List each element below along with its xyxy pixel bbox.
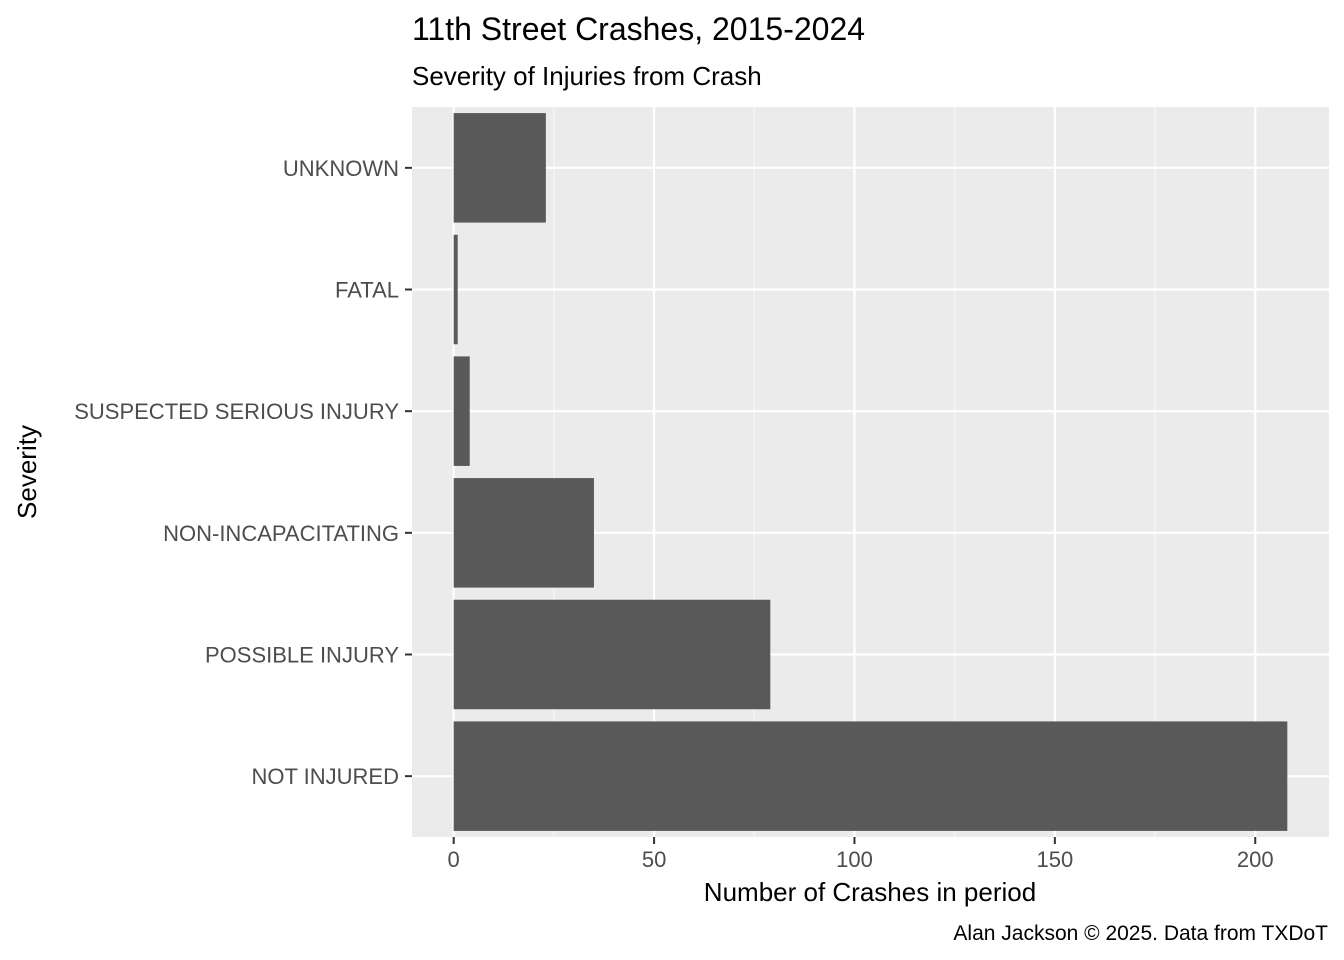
plot-panel <box>412 107 1329 837</box>
x-axis: 0 50 100 150 200 <box>448 837 1274 872</box>
y-tick-label: POSSIBLE INJURY <box>205 643 399 668</box>
bar <box>453 356 470 466</box>
chart-caption: Alan Jackson © 2025. Data from TXDoT <box>953 922 1328 945</box>
y-tick-label: NON-INCAPACITATING <box>163 521 399 546</box>
x-tick-label: 100 <box>836 847 873 872</box>
y-tick-label: FATAL <box>335 278 399 303</box>
x-axis-title: Number of Crashes in period <box>704 877 1036 907</box>
y-axis: NOT INJURED POSSIBLE INJURY NON-INCAPACITA… <box>74 156 412 789</box>
bars <box>453 113 1288 831</box>
x-tick-label: 150 <box>1037 847 1074 872</box>
x-tick-label: 200 <box>1237 847 1274 872</box>
bar <box>453 599 771 710</box>
x-tick-label: 0 <box>448 847 460 872</box>
bar <box>453 234 458 345</box>
bar <box>453 721 1288 831</box>
chart-title: 11th Street Crashes, 2015-2024 <box>412 11 865 47</box>
y-tick-label: NOT INJURED <box>252 764 400 789</box>
bar <box>453 478 594 588</box>
x-tick-label: 50 <box>642 847 666 872</box>
y-axis-title: Severity <box>12 425 42 519</box>
chart-subtitle: Severity of Injuries from Crash <box>412 61 762 91</box>
y-tick-label: SUSPECTED SERIOUS INJURY <box>74 399 399 424</box>
bar <box>453 113 546 223</box>
y-tick-label: UNKNOWN <box>283 156 399 181</box>
